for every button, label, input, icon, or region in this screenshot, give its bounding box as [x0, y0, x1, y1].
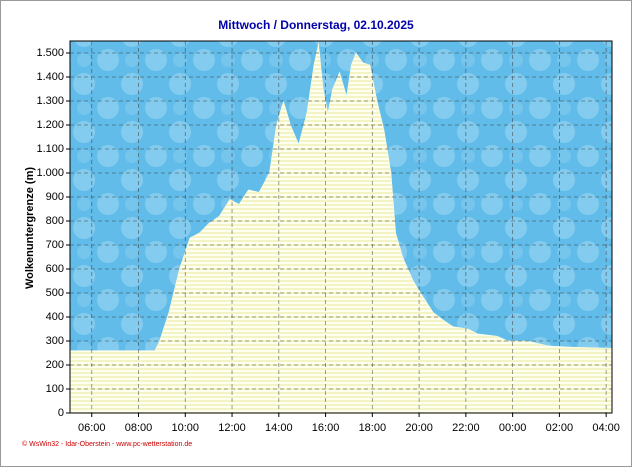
- y-tick-label: 700: [46, 239, 64, 251]
- chart-title: Mittwoch / Donnerstag, 02.10.2025: [218, 18, 414, 32]
- cloud-base-area: [69, 43, 613, 414]
- footer: © WsWin32 - Idar-Oberstein - www.pc-wett…: [22, 440, 192, 448]
- y-tick-label: 900: [46, 191, 64, 203]
- y-tick-label: 300: [46, 335, 64, 347]
- x-tick-label: 22:00: [452, 422, 480, 434]
- x-tick-label: 06:00: [78, 422, 106, 434]
- y-tick-label: 0: [58, 407, 64, 419]
- x-tick-label: 08:00: [125, 422, 153, 434]
- y-tick-label: 600: [46, 263, 64, 275]
- y-tick-label: 1.300: [36, 95, 64, 107]
- x-tick-label: 12:00: [218, 422, 246, 434]
- y-tick-label: 1.200: [36, 119, 64, 131]
- x-tick-label: 18:00: [359, 422, 387, 434]
- y-axis-label: Wolkenuntergrenze (m): [24, 167, 36, 289]
- x-tick-label: 00:00: [499, 422, 527, 434]
- x-tick-label: 02:00: [546, 422, 574, 434]
- x-tick-label: 16:00: [312, 422, 340, 434]
- y-tick-label: 200: [46, 359, 64, 371]
- y-tick-label: 100: [46, 383, 64, 395]
- plot-border: [69, 40, 613, 414]
- y-tick-label: 1.400: [36, 71, 64, 83]
- y-tick-label: 1.100: [36, 143, 64, 155]
- y-tick-label: 500: [46, 287, 64, 299]
- y-tick-label: 1.500: [36, 47, 64, 59]
- x-tick-label: 20:00: [405, 422, 433, 434]
- y-tick-label: 1.000: [36, 167, 64, 179]
- y-tick-label: 800: [46, 215, 64, 227]
- x-tick-label: 14:00: [265, 422, 293, 434]
- x-tick-label: 10:00: [172, 422, 200, 434]
- y-tick-label: 400: [46, 311, 64, 323]
- x-tick-label: 04:00: [592, 422, 620, 434]
